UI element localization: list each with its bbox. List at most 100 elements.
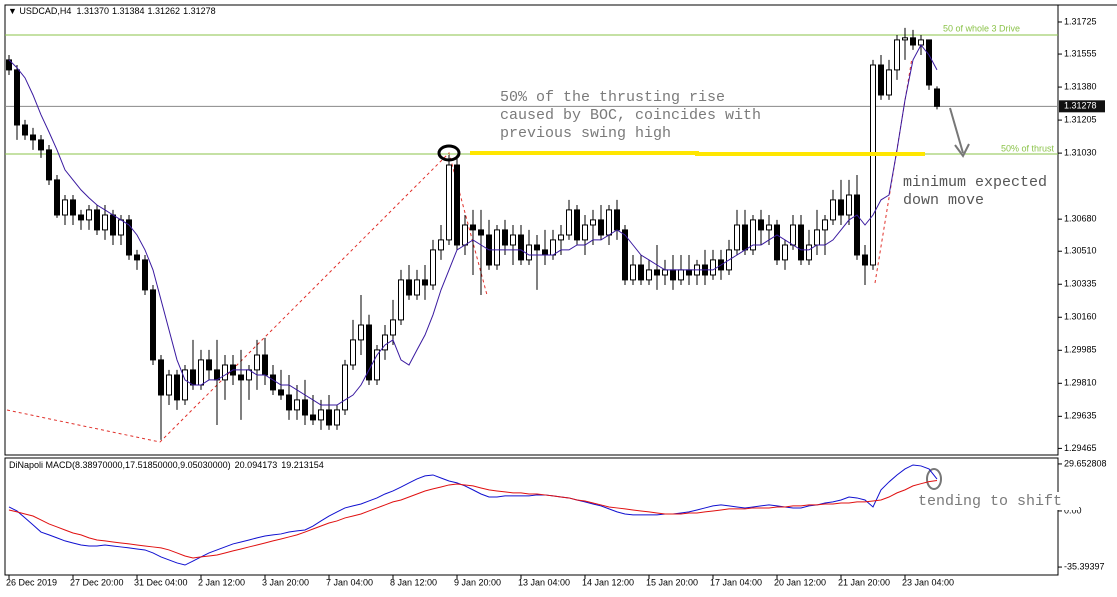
y-tick-label: 1.31555 — [1064, 48, 1097, 58]
y-tick-label: 1.29985 — [1064, 345, 1097, 355]
candle-body — [606, 209, 612, 236]
header: ▼ USDCAD,H4 1.31370 1.31384 1.31262 1.31278 — [8, 6, 216, 16]
candle-body — [374, 349, 380, 381]
candle-body — [142, 259, 148, 291]
current-price-label: 1.31278 — [1064, 101, 1097, 111]
candle-body — [662, 269, 668, 276]
candle-body — [534, 244, 540, 251]
macd-y-tick-label: -35.39397 — [1064, 561, 1105, 571]
candle-body — [846, 194, 852, 216]
level-label: 50 of whole 3 Drive — [943, 23, 1020, 33]
candle-body — [750, 219, 756, 251]
candle-body — [678, 269, 684, 281]
x-tick-label: 7 Jan 04:00 — [326, 577, 373, 587]
candle-body — [798, 224, 804, 261]
candle-body — [366, 324, 372, 381]
candle-body — [646, 269, 652, 281]
candle-body — [582, 224, 588, 241]
candle-body — [22, 124, 28, 136]
candle-body — [822, 219, 828, 231]
annotation: tending to shift — [918, 493, 1062, 510]
candle-body — [30, 134, 36, 141]
x-tick-label: 9 Jan 20:00 — [454, 577, 501, 587]
candle-body — [830, 199, 836, 221]
candle-body — [886, 69, 892, 96]
macd-header: DiNapoli MACD(8.38970000,17.51850000,9.0… — [9, 460, 324, 470]
annotation: down move — [903, 192, 984, 209]
candle-body — [222, 364, 228, 381]
candle-body — [598, 219, 604, 236]
candle-body — [862, 254, 868, 266]
candle-body — [78, 214, 84, 221]
candle-body — [318, 409, 324, 421]
candle-body — [878, 64, 884, 96]
candle-body — [126, 219, 132, 256]
candle-body — [166, 374, 172, 396]
candle-body — [494, 229, 500, 266]
annotation: previous swing high — [500, 125, 671, 142]
price-panel — [4, 4, 1059, 456]
x-tick-label: 17 Jan 04:00 — [710, 577, 762, 587]
candle-body — [422, 279, 428, 286]
candle-body — [342, 364, 348, 411]
candle-body — [70, 199, 76, 216]
candle-body — [454, 164, 460, 246]
candle-body — [558, 234, 564, 241]
candle-body — [334, 409, 340, 426]
y-tick-label: 1.31725 — [1064, 16, 1097, 26]
candle-body — [158, 359, 164, 396]
candle-body — [270, 374, 276, 391]
candle-body — [190, 369, 196, 386]
candle-body — [414, 279, 420, 296]
candle-body — [902, 37, 908, 41]
candle-body — [622, 229, 628, 281]
candle-body — [430, 249, 436, 286]
candle-body — [390, 319, 396, 336]
candle-body — [630, 264, 636, 281]
candle-body — [198, 359, 204, 386]
candle-body — [262, 354, 268, 376]
candle-body — [478, 229, 484, 236]
candle-body — [110, 214, 116, 236]
candle-body — [502, 229, 508, 246]
candle-body — [302, 399, 308, 416]
moving-average — [8, 44, 938, 406]
candle-body — [62, 199, 68, 216]
candle-body — [102, 214, 108, 231]
candle-body — [46, 149, 52, 181]
annotation: minimum expected — [903, 174, 1047, 191]
shift-marker — [926, 468, 942, 490]
candle-body — [278, 389, 284, 396]
y-tick-label: 1.31205 — [1064, 114, 1097, 124]
candle-body — [790, 224, 796, 246]
candle-body — [182, 369, 188, 401]
candle-body — [590, 219, 596, 226]
symbol: USDCAD,H4 — [19, 6, 71, 16]
candle-body — [686, 269, 692, 276]
candle-body — [614, 209, 620, 231]
candle-body — [710, 259, 716, 276]
macd-y-tick-label: 0.00 — [1064, 505, 1082, 515]
candle-body — [814, 229, 820, 246]
y-tick-label: 1.30335 — [1064, 279, 1097, 289]
y-tick-label: 1.29465 — [1064, 443, 1097, 453]
swing-high-marker — [437, 144, 461, 162]
y-tick-label: 1.29810 — [1064, 378, 1097, 388]
candle-body — [518, 234, 524, 261]
candle-body — [358, 324, 364, 341]
candle-body — [734, 224, 740, 251]
candle-body — [398, 279, 404, 321]
candle-body — [310, 414, 316, 421]
annotation: caused by BOC, coincides with — [500, 107, 761, 124]
candle-body — [206, 359, 212, 371]
y-tick-label: 1.31030 — [1064, 147, 1097, 157]
low: 1.31262 — [148, 6, 181, 16]
open: 1.31370 — [76, 6, 109, 16]
candle-body — [542, 249, 548, 256]
candle-body — [406, 279, 412, 296]
candle-body — [838, 199, 844, 216]
y-tick-label: 1.30680 — [1064, 214, 1097, 224]
candle-body — [326, 409, 332, 426]
macd-value: 20.094173 — [235, 460, 278, 470]
